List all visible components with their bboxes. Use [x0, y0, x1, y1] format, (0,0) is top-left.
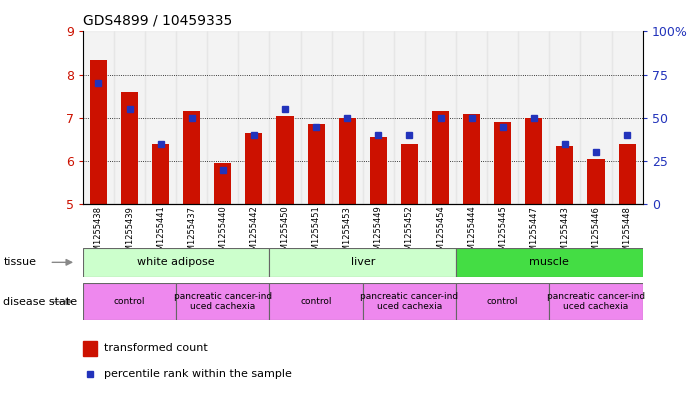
Bar — [176, 283, 269, 320]
Text: pancreatic cancer-ind
uced cachexia: pancreatic cancer-ind uced cachexia — [547, 292, 645, 311]
Bar — [494, 122, 511, 204]
Bar — [612, 31, 643, 204]
Text: control: control — [487, 297, 518, 306]
Bar — [269, 248, 456, 277]
Bar — [83, 31, 114, 204]
Bar — [238, 31, 269, 204]
Bar — [432, 112, 449, 204]
Bar — [90, 59, 107, 204]
Bar — [525, 118, 542, 204]
Bar — [301, 31, 332, 204]
Bar — [83, 283, 176, 320]
Bar — [176, 31, 207, 204]
Bar — [587, 159, 605, 204]
Bar — [580, 31, 612, 204]
Bar — [145, 31, 176, 204]
Text: disease state: disease state — [3, 297, 77, 307]
Text: tissue: tissue — [3, 257, 37, 267]
Bar — [83, 248, 269, 277]
Bar — [456, 248, 643, 277]
Bar — [456, 31, 487, 204]
Bar — [114, 31, 145, 204]
Bar — [549, 31, 580, 204]
Bar — [463, 114, 480, 204]
Bar — [332, 31, 363, 204]
Bar — [339, 118, 356, 204]
Bar — [276, 116, 294, 204]
Bar — [425, 31, 456, 204]
Bar — [363, 283, 456, 320]
Bar — [121, 92, 138, 204]
Bar — [214, 163, 231, 204]
Bar — [363, 31, 394, 204]
Bar — [370, 137, 387, 204]
Text: liver: liver — [350, 257, 375, 267]
Bar — [183, 112, 200, 204]
Text: pancreatic cancer-ind
uced cachexia: pancreatic cancer-ind uced cachexia — [360, 292, 459, 311]
Bar — [269, 283, 363, 320]
Bar — [556, 146, 574, 204]
Text: control: control — [114, 297, 145, 306]
Text: transformed count: transformed count — [104, 343, 207, 353]
Text: percentile rank within the sample: percentile rank within the sample — [104, 369, 292, 379]
Bar — [307, 124, 325, 204]
Text: white adipose: white adipose — [138, 257, 215, 267]
Bar — [456, 283, 549, 320]
Text: pancreatic cancer-ind
uced cachexia: pancreatic cancer-ind uced cachexia — [173, 292, 272, 311]
Bar — [269, 31, 301, 204]
Bar — [207, 31, 238, 204]
Text: muscle: muscle — [529, 257, 569, 267]
Text: control: control — [301, 297, 332, 306]
Bar — [152, 144, 169, 204]
Bar — [245, 133, 263, 204]
Bar — [83, 341, 97, 356]
Bar — [518, 31, 549, 204]
Bar — [549, 283, 643, 320]
Bar — [394, 31, 425, 204]
Bar — [618, 144, 636, 204]
Text: GDS4899 / 10459335: GDS4899 / 10459335 — [83, 13, 232, 28]
Bar — [487, 31, 518, 204]
Bar — [401, 144, 418, 204]
